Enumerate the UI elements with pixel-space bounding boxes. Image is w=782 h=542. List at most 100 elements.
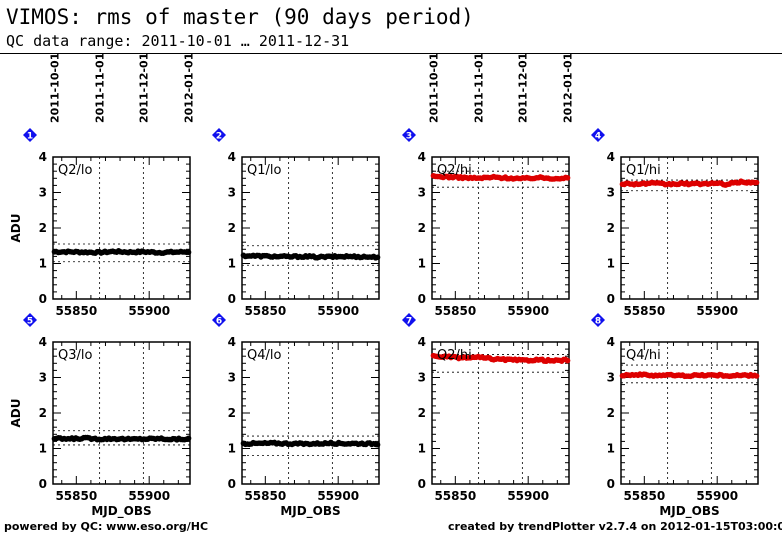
y-tick-label: 3	[607, 371, 615, 385]
x-tick-label: 55850	[623, 489, 665, 503]
x-axis-label: MJD_OBS	[280, 504, 340, 519]
panel-number-diamond	[591, 128, 605, 142]
quadrant-label: Q1/lo	[247, 163, 281, 178]
y-tick-label: 1	[228, 442, 236, 456]
panel-1: 0 1 2 3 4 55850 55900 Q2/lo 1 ADU 2011-10-01 2011-1…	[9, 53, 196, 318]
y-tick-label: 4	[228, 150, 236, 164]
title-divider	[0, 53, 782, 54]
panel-number: 2	[216, 132, 222, 142]
panel-number: 7	[406, 317, 412, 327]
y-tick-label: 3	[39, 371, 47, 385]
date-tick-label: 2011-12-01	[137, 53, 150, 123]
y-tick-label: 1	[39, 257, 47, 271]
x-tick-label: 55900	[128, 304, 170, 318]
plot-frame	[620, 341, 759, 485]
panel-4: 0 1 2 3 4 55850 55900 Q1/hi 4	[591, 128, 760, 318]
data-point	[374, 441, 381, 448]
y-tick-label: 0	[228, 292, 236, 306]
data-point	[564, 175, 571, 181]
date-tick-label: 2012-01-01	[562, 53, 575, 123]
x-tick-label: 55850	[623, 304, 665, 318]
quadrant-label: Q4/hi	[626, 348, 661, 363]
x-tick-label: 55850	[244, 304, 286, 318]
x-tick-label: 55900	[507, 489, 549, 503]
panel-number: 1	[27, 132, 33, 142]
date-tick-label: 2012-01-01	[183, 53, 196, 123]
y-tick-label: 2	[39, 221, 47, 235]
date-tick-label: 2011-10-01	[48, 53, 61, 123]
quadrant-label: Q3/lo	[58, 348, 92, 363]
plot-frame	[431, 341, 570, 485]
plot-frame	[620, 156, 759, 300]
y-tick-label: 3	[418, 371, 426, 385]
y-tick-label: 4	[418, 150, 426, 164]
data-point	[564, 357, 571, 364]
y-tick-label: 1	[607, 442, 615, 456]
y-tick-label: 3	[39, 186, 47, 200]
x-tick-label: 55900	[128, 489, 170, 503]
y-tick-label: 1	[39, 442, 47, 456]
data-point	[753, 179, 760, 186]
quadrant-label: Q4/lo	[247, 348, 281, 363]
data-point	[185, 249, 192, 256]
panel-number: 4	[595, 132, 601, 142]
date-tick-label: 2011-12-01	[516, 53, 529, 123]
y-tick-label: 4	[607, 150, 615, 164]
y-tick-label: 4	[39, 150, 47, 164]
x-tick-label: 55900	[507, 304, 549, 318]
y-tick-label: 2	[418, 221, 426, 235]
panel-5: 0 1 2 3 4 55850 55900 Q3/lo 5 ADU MJD_OBS	[9, 313, 192, 519]
x-tick-label: 55900	[317, 489, 359, 503]
y-tick-label: 3	[418, 186, 426, 200]
footer-powered-by: powered by QC: www.eso.org/HC	[4, 520, 209, 533]
date-tick-label: 2011-11-01	[94, 53, 107, 123]
y-tick-label: 1	[228, 257, 236, 271]
plot-frame	[241, 156, 380, 300]
x-axis-label: MJD_OBS	[659, 504, 719, 519]
y-tick-label: 3	[228, 371, 236, 385]
x-tick-label: 55900	[317, 304, 359, 318]
quadrant-label: Q2/hi	[437, 348, 472, 363]
data-point	[753, 373, 760, 379]
footer-created-by: created by trendPlotter v2.7.4 on 2012-0…	[448, 520, 782, 533]
panel-number-diamond	[23, 313, 37, 327]
y-tick-label: 4	[607, 335, 615, 349]
y-tick-label: 2	[607, 406, 615, 420]
y-tick-label: 3	[228, 186, 236, 200]
x-tick-label: 55850	[55, 304, 97, 318]
y-tick-label: 0	[39, 477, 47, 491]
y-tick-label: 2	[228, 221, 236, 235]
panel-7: 0 1 2 3 4 55850 55900 Q2/hi 7	[402, 313, 571, 503]
y-tick-label: 4	[228, 335, 236, 349]
panel-6: 0 1 2 3 4 55850 55900 Q4/lo 6 MJD_OBS	[212, 313, 381, 519]
y-tick-label: 3	[607, 186, 615, 200]
page-subtitle: QC data range: 2011-10-01 … 2011-12-31	[6, 32, 350, 50]
quadrant-label: Q2/lo	[58, 163, 92, 178]
quadrant-label: Q1/hi	[626, 163, 661, 178]
panel-2: 0 1 2 3 4 55850 55900 Q1/lo 2	[212, 128, 381, 318]
panel-number-diamond	[212, 313, 226, 327]
panel-number-diamond	[591, 313, 605, 327]
y-tick-label: 2	[607, 221, 615, 235]
panel-number: 3	[406, 132, 412, 142]
panel-number: 5	[27, 317, 33, 327]
panel-number-diamond	[212, 128, 226, 142]
x-tick-label: 55850	[434, 304, 476, 318]
y-tick-label: 2	[228, 406, 236, 420]
y-tick-label: 1	[418, 257, 426, 271]
x-tick-label: 55900	[696, 304, 738, 318]
y-tick-label: 0	[418, 477, 426, 491]
data-point	[374, 254, 381, 261]
x-tick-label: 55850	[434, 489, 476, 503]
page-title: VIMOS: rms of master (90 days period)	[6, 5, 474, 29]
panel-number-diamond	[402, 128, 416, 142]
x-tick-label: 55850	[244, 489, 286, 503]
date-tick-label: 2011-11-01	[473, 53, 486, 123]
panel-8: 0 1 2 3 4 55850 55900 Q4/hi 8 MJD_OBS	[591, 313, 760, 519]
x-axis-label: MJD_OBS	[91, 504, 151, 519]
y-tick-label: 4	[418, 335, 426, 349]
y-tick-label: 2	[418, 406, 426, 420]
y-axis-label: ADU	[9, 399, 23, 428]
panel-number-diamond	[402, 313, 416, 327]
